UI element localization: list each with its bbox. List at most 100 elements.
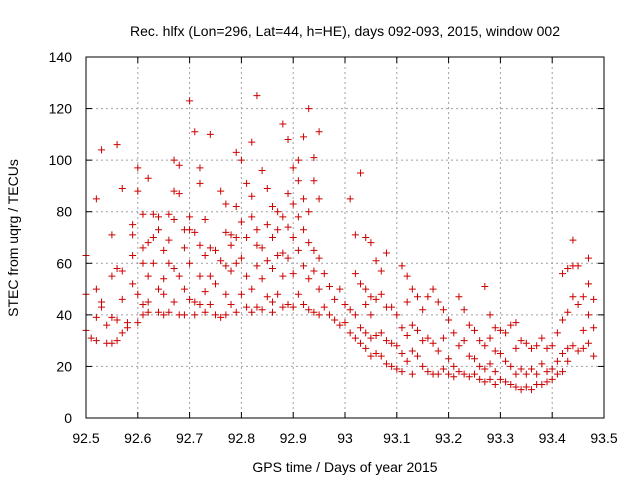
data-point	[424, 368, 432, 376]
data-point	[87, 334, 95, 342]
data-point	[341, 319, 349, 327]
data-point	[559, 316, 567, 324]
data-point	[372, 350, 380, 358]
data-point	[367, 311, 375, 319]
data-point	[315, 285, 323, 293]
data-point	[98, 146, 106, 154]
data-point	[533, 342, 541, 350]
data-point	[232, 234, 240, 241]
plot-frame	[85, 56, 605, 419]
data-point	[336, 285, 344, 293]
data-point	[367, 352, 375, 360]
data-point	[377, 329, 385, 337]
data-point	[553, 357, 561, 365]
data-point	[248, 138, 256, 146]
data-point	[222, 262, 230, 270]
data-point	[206, 301, 214, 309]
y-tick-label: 40	[56, 307, 72, 323]
data-point	[180, 285, 188, 293]
data-point	[113, 316, 121, 324]
data-point	[362, 301, 370, 309]
data-point	[450, 329, 458, 337]
data-point	[175, 190, 183, 198]
data-point	[507, 321, 515, 329]
data-point	[574, 347, 582, 355]
data-point	[268, 234, 276, 241]
data-point	[357, 339, 365, 347]
data-point	[502, 357, 510, 365]
data-point	[388, 303, 396, 311]
data-point	[103, 321, 111, 329]
data-point	[232, 308, 240, 316]
data-point	[336, 321, 344, 329]
data-point	[212, 246, 219, 254]
data-point	[357, 169, 365, 177]
data-point	[206, 244, 214, 252]
data-point	[362, 344, 370, 352]
data-point	[279, 303, 287, 311]
x-tick-label: 92.9	[280, 430, 307, 446]
data-point	[217, 257, 225, 265]
data-point	[227, 267, 235, 275]
data-point	[559, 350, 567, 358]
data-point	[564, 264, 572, 272]
data-point	[134, 164, 142, 172]
data-point	[165, 308, 173, 316]
data-point	[186, 259, 194, 267]
data-point	[222, 200, 230, 208]
data-point	[191, 311, 199, 319]
data-point	[325, 282, 333, 290]
data-point	[180, 244, 188, 252]
y-tick-label: 100	[49, 152, 73, 168]
data-point	[279, 213, 287, 221]
data-point	[434, 298, 442, 306]
data-point	[579, 344, 587, 352]
data-point	[118, 329, 126, 337]
data-point	[206, 272, 214, 280]
data-point	[294, 213, 302, 221]
data-point	[227, 231, 235, 239]
data-point	[548, 342, 556, 350]
data-point	[129, 252, 137, 260]
data-point	[357, 280, 365, 288]
data-point	[196, 301, 204, 309]
data-point	[294, 177, 302, 185]
data-point	[160, 290, 168, 298]
x-tick-label: 92.6	[124, 430, 151, 446]
data-point	[574, 262, 582, 270]
data-point	[196, 241, 204, 249]
data-point	[429, 339, 437, 347]
data-point	[543, 378, 551, 386]
data-point	[414, 293, 422, 301]
data-point	[538, 360, 546, 368]
data-point	[382, 360, 390, 368]
data-point	[263, 185, 271, 193]
data-point	[569, 236, 577, 244]
data-point	[310, 177, 318, 185]
data-point	[139, 301, 147, 309]
data-point	[305, 275, 313, 283]
data-point	[253, 92, 261, 100]
data-point	[522, 383, 530, 391]
data-point	[300, 301, 308, 309]
data-point	[186, 213, 194, 221]
data-point	[191, 128, 199, 136]
data-point	[300, 195, 308, 203]
data-point	[315, 128, 323, 136]
data-point	[129, 280, 137, 288]
data-point	[574, 301, 582, 309]
data-point	[118, 267, 126, 275]
y-axis-label: STEC from uqrg / TECUs	[5, 159, 21, 317]
data-point	[471, 370, 478, 378]
data-point	[403, 298, 411, 306]
data-point	[170, 215, 178, 223]
data-point	[434, 370, 442, 378]
data-point	[232, 203, 240, 211]
data-point	[507, 362, 515, 370]
data-point	[496, 326, 504, 334]
data-point	[579, 326, 587, 334]
data-point	[439, 334, 447, 342]
data-point	[284, 136, 292, 144]
data-point	[388, 339, 396, 347]
